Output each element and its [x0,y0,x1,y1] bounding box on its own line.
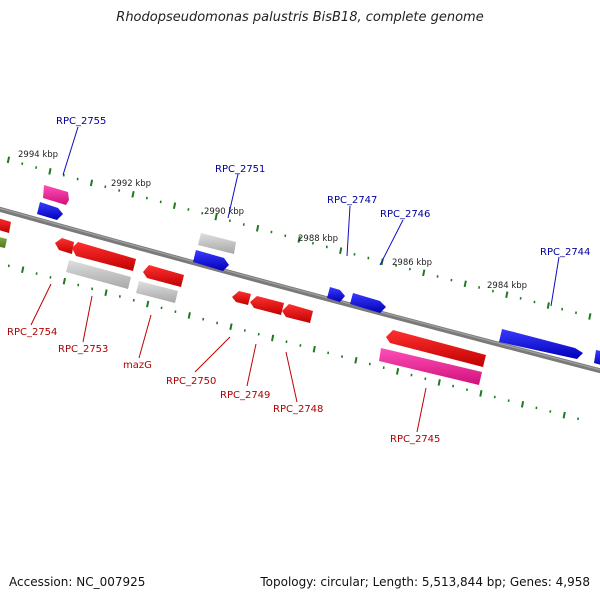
scale-tick [89,179,94,187]
gene-rpc-2747[interactable] [327,287,345,302]
gene-partial-forward[interactable] [594,350,600,366]
gene-rpc-2751[interactable] [193,250,229,271]
gene-rpc-2750[interactable] [232,291,251,305]
scale-labels: 2994 kbp 2992 kbp 2990 kbp 2988 kbp 2986… [18,150,527,291]
gene-rpc-2753[interactable] [72,242,136,271]
label-rpc-2750: RPC_2750 [166,376,216,387]
genome-title: Rhodopseudomonas palustris BisB18, compl… [116,10,484,25]
scale-tick [297,236,301,243]
scale-tick [214,213,218,221]
scale-tick [62,277,66,285]
gene-partial-other[interactable] [0,236,7,248]
scale-tick [422,269,426,277]
gene-rpc-2755-rna[interactable] [43,185,69,205]
label-rpc-2751: RPC_2751 [215,164,265,175]
label-rpc-2746: RPC_2746 [380,209,430,220]
scale-tick [270,334,275,342]
scale-tick [339,247,343,254]
label-rpc-2749: RPC_2749 [220,390,270,401]
gene-mazg[interactable] [143,265,184,287]
scale-label: 2992 kbp [111,179,151,189]
scale-tick [395,368,400,375]
gene-rpc-2753-pseudo[interactable] [66,260,131,289]
tick-row-forward [6,156,592,320]
scale-tick [172,202,177,210]
scale-tick [505,291,509,299]
gene-mazg-pseudo[interactable] [136,281,178,303]
scale-tick [562,411,566,419]
gene-rpc-2751-pseudo[interactable] [198,233,236,254]
scale-tick [463,280,467,288]
label-rpc-2748: RPC_2748 [273,404,323,415]
scale-tick [437,379,441,386]
scale-tick [588,313,592,320]
scale-tick [546,302,550,309]
scale-tick [146,300,150,308]
scale-tick [229,323,233,331]
scale-label: 2994 kbp [18,150,58,160]
label-rpc-2747: RPC_2747 [327,195,377,206]
label-mazg: mazG [123,360,152,371]
scale-tick [6,156,11,164]
forward-genes [37,185,600,366]
gene-rpc-2744[interactable] [499,329,583,359]
gene-rpc-2745[interactable] [386,330,486,367]
reverse-genes [0,217,486,385]
forward-leaders [62,126,560,307]
scale-tick [131,190,135,198]
scale-label: 2986 kbp [392,258,432,268]
scale-tick [479,390,483,397]
gene-rpc-2745-rna[interactable] [379,348,482,385]
label-rpc-2755: RPC_2755 [56,116,106,127]
accession-text: Accession: NC_007925 [9,575,146,589]
genome-summary-text: Topology: circular; Length: 5,513,844 bp… [260,575,590,589]
scale-label: 2990 kbp [204,207,244,217]
tick-row-reverse [7,264,579,421]
scale-tick [312,345,316,353]
scale-tick [187,312,191,319]
gene-partial-reverse[interactable] [0,217,11,233]
scale-tick [354,356,358,364]
scale-tick [255,224,260,232]
scale-tick [21,266,25,274]
gene-rpc-2754[interactable] [55,238,74,254]
scale-label: 2984 kbp [487,281,527,291]
scale-tick [104,289,108,297]
label-rpc-2744: RPC_2744 [540,247,590,258]
scale-tick [520,400,525,408]
label-rpc-2754: RPC_2754 [7,327,57,338]
label-rpc-2753: RPC_2753 [58,344,108,355]
gene-rpc-2755[interactable] [37,202,63,220]
gene-rpc-2749[interactable] [250,296,284,315]
scale-tick [48,168,52,175]
label-rpc-2745: RPC_2745 [390,434,440,445]
genome-backbone [0,206,600,374]
scale-label: 2988 kbp [298,234,338,244]
reverse-leaders [30,283,427,433]
gene-rpc-2746[interactable] [350,293,386,313]
gene-rpc-2748[interactable] [282,304,313,323]
